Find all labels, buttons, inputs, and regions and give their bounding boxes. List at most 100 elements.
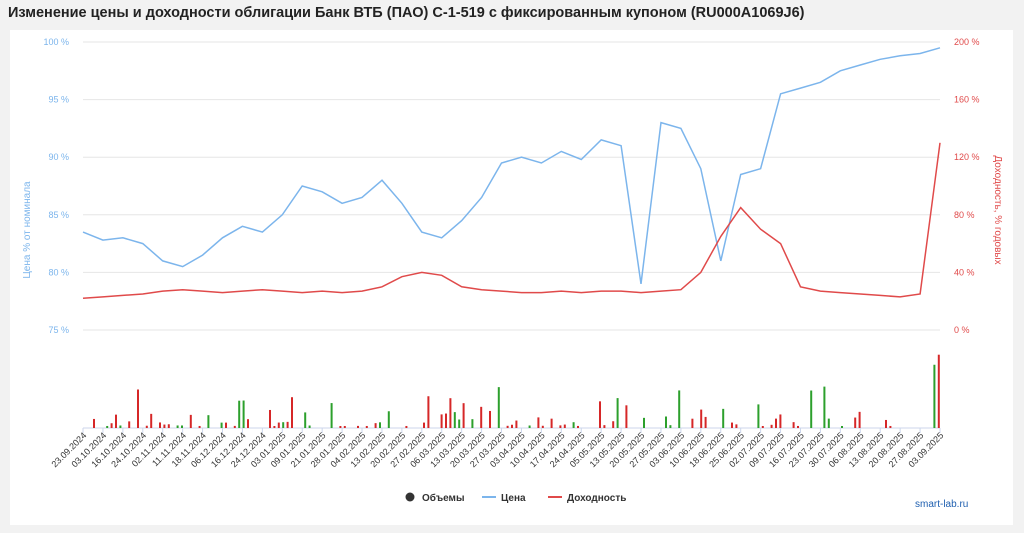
volume-bar: [163, 424, 166, 428]
legend-label: Цена: [501, 493, 526, 504]
volume-bar: [506, 425, 509, 428]
legend-item[interactable]: Объемы: [405, 492, 465, 504]
chart-title: Изменение цены и доходности облигации Ба…: [8, 5, 805, 21]
volume-bar: [427, 396, 430, 428]
volume-bar: [933, 364, 936, 428]
volume-bar: [181, 425, 183, 428]
volume-bar: [497, 387, 500, 428]
volume-bar: [137, 389, 139, 428]
volume-bar: [128, 421, 131, 428]
volume-bar: [669, 425, 672, 428]
volume-bar: [528, 425, 531, 428]
y-left-tick-label: 90 %: [48, 152, 69, 162]
volume-bar: [277, 422, 280, 428]
volume-bar: [511, 424, 513, 428]
volume-bar: [797, 425, 799, 428]
volume-bar: [220, 422, 223, 428]
y-left-tick-label: 100 %: [43, 37, 69, 47]
volume-bar: [550, 418, 553, 428]
volume-bar: [572, 422, 575, 428]
y-axis-right-ticks: 0 % 40 % 80 % 120 % 160 % 200 %: [954, 37, 980, 335]
y-axis-left-label: Цена % от номинала: [22, 181, 33, 279]
chart-panel: 75 % 80 % 85 % 90 % 95 % 100 % 0 % 40 % 80 % 120…: [10, 30, 1013, 525]
volume-bar: [374, 423, 377, 428]
series-line: [82, 47, 941, 285]
volume-bar: [761, 425, 764, 428]
volume-bar: [603, 425, 606, 428]
volume-bar: [242, 400, 245, 428]
volume-bar: [691, 418, 694, 428]
volume-bar: [889, 425, 892, 428]
chart-svg: 75 % 80 % 85 % 90 % 95 % 100 % 0 % 40 % 80 % 120…: [22, 37, 1003, 510]
y-axis-left-ticks: 75 % 80 % 85 % 90 % 95 % 100 %: [43, 37, 69, 335]
y-right-tick-label: 120 %: [954, 152, 980, 162]
volume-bar: [858, 411, 861, 428]
volume-bar: [387, 411, 390, 428]
volume-bar: [440, 414, 443, 428]
volume-bar: [106, 425, 109, 428]
y-right-tick-label: 80 %: [954, 210, 975, 220]
y-left-tick-label: 85 %: [48, 210, 69, 220]
volume-bar: [339, 425, 342, 428]
volume-bar: [700, 409, 703, 428]
y-left-tick-label: 95 %: [48, 95, 69, 105]
volume-bar: [247, 419, 249, 428]
y-right-tick-label: 40 %: [954, 267, 975, 277]
volume-bar: [453, 412, 456, 428]
volume-bar: [357, 425, 359, 428]
y-right-tick-label: 0 %: [954, 325, 970, 335]
legend-label: Объемы: [422, 492, 464, 504]
volume-bar: [625, 405, 628, 428]
volume-bar: [119, 425, 122, 428]
series-lines: [82, 47, 941, 300]
volume-bar: [678, 390, 681, 428]
volume-bar: [599, 401, 601, 428]
volume-bar: [159, 422, 161, 428]
legend-label: Доходность: [567, 493, 626, 504]
volume-bar: [176, 425, 179, 428]
volume-bar: [937, 354, 940, 428]
volume-bar: [145, 425, 148, 428]
volume-bar: [775, 418, 777, 428]
volume-bars: [93, 354, 940, 428]
volume-bar: [515, 420, 518, 428]
volume-bar: [827, 418, 830, 428]
y-right-tick-label: 200 %: [954, 37, 980, 47]
volume-bar: [308, 425, 311, 428]
volume-bar: [541, 425, 544, 428]
legend-marker: [405, 492, 415, 502]
y-axis-right-label: Доходность, % годовых: [992, 155, 1003, 264]
volume-bar: [810, 390, 813, 428]
legend-item[interactable]: Доходность: [548, 493, 626, 504]
series-line: [82, 142, 941, 300]
legend-item[interactable]: Цена: [482, 493, 526, 504]
grid-lines: [83, 41, 940, 429]
volume-bar: [115, 414, 117, 428]
volume-bar: [731, 422, 733, 428]
volume-bar: [665, 416, 667, 428]
volume-bar: [365, 425, 368, 428]
volume-bar: [304, 412, 307, 428]
volume-bar: [480, 406, 483, 428]
volume-bar: [489, 410, 491, 428]
y-right-tick-label: 160 %: [954, 95, 980, 105]
volume-bar: [612, 421, 615, 428]
volume-bar: [379, 422, 381, 428]
legend[interactable]: Объемы Цена Доходность: [405, 492, 627, 504]
volume-bar: [722, 408, 725, 428]
volume-bar: [150, 413, 153, 428]
volume-bar: [537, 417, 540, 428]
volume-bar: [198, 425, 201, 428]
volume-bar: [823, 386, 826, 428]
volume-bar: [577, 425, 579, 428]
volume-bar: [757, 404, 760, 428]
volume-bar: [423, 422, 425, 428]
volume-bar: [291, 397, 293, 428]
volume-bar: [449, 398, 452, 428]
volume-bar: [233, 425, 236, 428]
volume-bar: [189, 414, 192, 428]
volume-bar: [704, 416, 707, 428]
credit-link[interactable]: smart-lab.ru: [915, 499, 968, 510]
volume-bar: [405, 425, 408, 428]
volume-bar: [238, 400, 241, 428]
